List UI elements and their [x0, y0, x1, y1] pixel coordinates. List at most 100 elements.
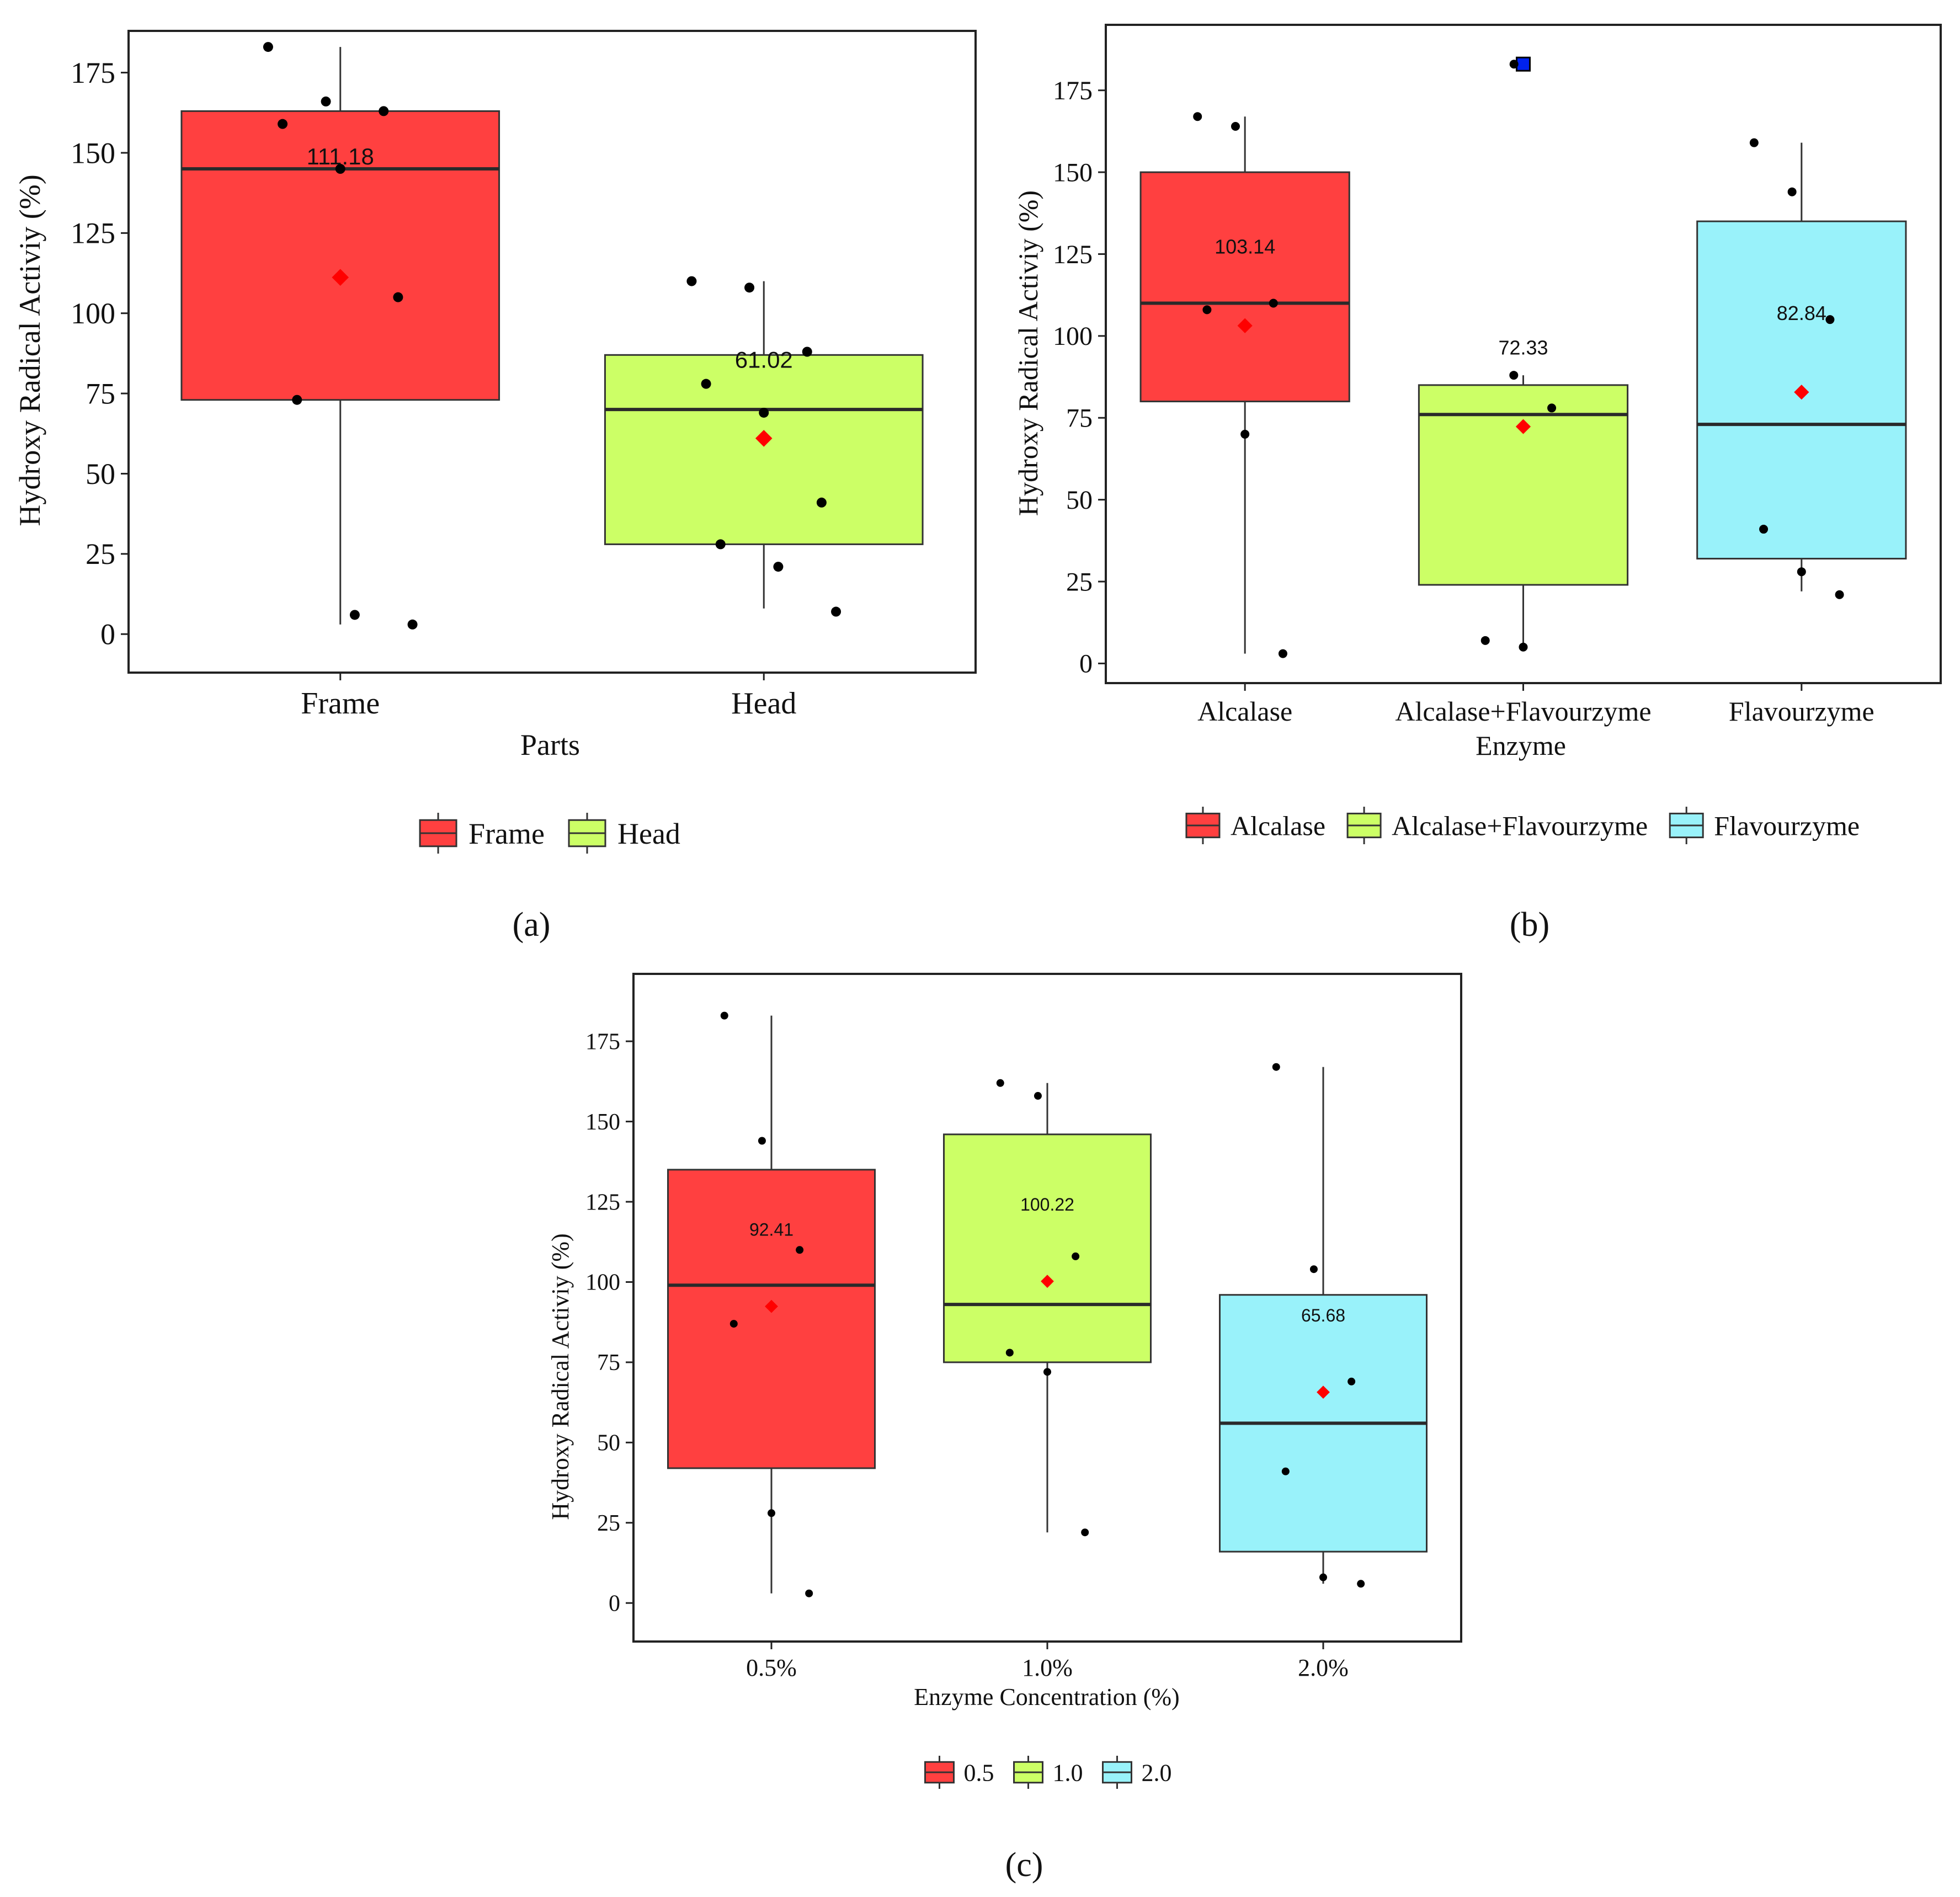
- panel-a-legend: Frame Head: [419, 813, 680, 854]
- panel-c-x-tick-label: 2.0%: [1298, 1654, 1349, 1681]
- data-point: [720, 1011, 728, 1020]
- panel-c-y-tick-label: 75: [597, 1350, 620, 1376]
- panel-b-box-1: 72.33: [1418, 56, 1629, 652]
- data-point: [701, 379, 711, 389]
- panel-c-box-0: 92.41: [667, 1011, 876, 1597]
- panel-b-y-tick-label: 100: [1053, 322, 1093, 351]
- panel-b-x-tick-label: Alcalase+Flavourzyme: [1395, 696, 1651, 727]
- data-point: [1309, 1265, 1318, 1273]
- data-point: [773, 562, 784, 572]
- data-point: [1480, 636, 1490, 645]
- data-point: [1357, 1580, 1365, 1588]
- panel-a-y-tick-label: 125: [71, 217, 115, 250]
- panel-c-y-tick-label: 100: [585, 1270, 620, 1296]
- panel-b-boxes: 103.14 72.33 82.84: [1139, 56, 1907, 658]
- data-point: [1272, 1063, 1280, 1071]
- panel-c-y-tick-label: 0: [609, 1591, 620, 1616]
- data-point: [1081, 1528, 1089, 1537]
- panel-a-y-tick-label: 175: [71, 56, 115, 89]
- panel-c-x-tick-label: 1.0%: [1022, 1654, 1073, 1681]
- mean-marker: [332, 269, 349, 286]
- data-point: [768, 1509, 775, 1517]
- data-point: [1509, 371, 1519, 380]
- panel-b-chart: Hydroxy Radical Activiy (%) 0 25 50 75 100 12…: [1013, 24, 1942, 944]
- panel-b-y-tick-label: 25: [1066, 567, 1093, 596]
- data-point: [831, 606, 841, 617]
- data-point: [1835, 590, 1844, 599]
- data-point: [263, 42, 273, 52]
- panel-c-boxes: 92.41 100.22 65.68: [667, 1011, 1428, 1597]
- box-iqr: [180, 110, 500, 401]
- panel-c-x-ticks: 0.5% 1.0% 2.0%: [746, 1642, 1349, 1681]
- data-point: [1231, 121, 1240, 131]
- panel-b-legend-label: Alcalase: [1231, 811, 1325, 841]
- mean-marker: [1515, 419, 1531, 434]
- data-point: [1759, 525, 1769, 534]
- panel-a-y-tick-label: 0: [100, 618, 115, 651]
- box-iqr: [1139, 171, 1350, 403]
- data-point: [1034, 1092, 1042, 1100]
- data-point: [1005, 1349, 1014, 1357]
- panel-a-y-tick-label: 75: [86, 377, 115, 410]
- data-point: [379, 106, 389, 116]
- data-point: [1348, 1377, 1356, 1386]
- panel-b-legend-label: Flavourzyme: [1714, 811, 1860, 841]
- panel-a-y-tick-label: 50: [86, 457, 115, 491]
- mean-marker: [1237, 318, 1253, 333]
- box-iqr: [1418, 384, 1629, 586]
- panel-b-x-axis-title: Enzyme: [1476, 730, 1566, 761]
- data-point: [393, 292, 403, 302]
- panel-b-letter: (b): [1510, 906, 1549, 944]
- panel-a-boxes: 111.18 61.02: [180, 42, 924, 630]
- data-point: [759, 407, 769, 418]
- panel-c-y-tick-label: 25: [597, 1511, 620, 1536]
- panel-a-chart: Hydroxy Radical Activiy (%) 0 25 50 75 100 12…: [13, 30, 977, 944]
- data-point: [407, 619, 418, 630]
- panel-b-y-tick-label: 50: [1066, 486, 1093, 515]
- data-point: [335, 164, 345, 174]
- panel-b-y-tick-label: 175: [1053, 76, 1093, 105]
- panel-a-y-axis-title: Hydroxy Radical Activiy (%): [13, 174, 46, 526]
- panel-c-legend-label: 2.0: [1142, 1759, 1172, 1786]
- data-point: [1787, 187, 1797, 196]
- panel-b-y-axis-title: Hydroxy Radical Activiy (%): [1013, 190, 1043, 516]
- panel-a-x-tick-label: Head: [731, 686, 796, 721]
- mean-value-label: 72.33: [1498, 337, 1548, 359]
- panel-b-y-tick-label: 125: [1053, 240, 1093, 269]
- data-point: [796, 1246, 804, 1254]
- panel-b-box-0: 103.14: [1139, 112, 1350, 658]
- panel-c-y-tick-label: 175: [585, 1029, 620, 1054]
- mean-marker: [1041, 1275, 1054, 1288]
- data-point: [292, 395, 302, 405]
- data-point: [1043, 1368, 1051, 1376]
- panel-b-y-tick-label: 75: [1066, 404, 1093, 433]
- panel-b-y-ticks: 0 25 50 75 100 125 150 175: [1053, 76, 1106, 679]
- outlier-point: [1516, 56, 1531, 72]
- mean-marker: [1794, 385, 1809, 400]
- panel-c-x-tick-label: 0.5%: [746, 1654, 797, 1681]
- panel-b-x-ticks: Alcalase Alcalase+Flavourzyme Flavourzyme: [1197, 683, 1874, 727]
- panel-c-chart: Hydroxy Radical Activiy (%) 0 25 50 75 100 12…: [547, 973, 1462, 1884]
- panel-b-x-tick-label: Flavourzyme: [1729, 696, 1874, 727]
- panel-a-legend-label: Head: [617, 817, 680, 850]
- data-point: [1749, 138, 1759, 147]
- panel-c-legend-label: 0.5: [964, 1759, 994, 1786]
- data-point: [1519, 642, 1528, 652]
- data-point: [805, 1589, 813, 1597]
- panel-a-box-1: 61.02: [604, 276, 924, 617]
- data-point: [744, 283, 755, 293]
- data-point: [1072, 1252, 1080, 1260]
- panel-c-y-tick-label: 125: [585, 1190, 620, 1215]
- panel-b-x-tick-label: Alcalase: [1197, 696, 1292, 727]
- mean-value-label: 111.18: [307, 143, 374, 169]
- panel-a-x-ticks: Frame Head: [301, 673, 796, 721]
- data-point: [1240, 429, 1250, 439]
- data-point: [686, 276, 697, 286]
- box-iqr: [943, 1133, 1152, 1363]
- mean-value-label: 92.41: [749, 1220, 793, 1240]
- data-point: [715, 539, 726, 550]
- data-point: [1202, 305, 1212, 315]
- panel-a-y-ticks: 0 25 50 75 100 125 150 175: [71, 56, 129, 651]
- panel-c-y-ticks: 0 25 50 75 100 125 150 175: [585, 1029, 633, 1616]
- panel-b-box-2: 82.84: [1696, 138, 1907, 599]
